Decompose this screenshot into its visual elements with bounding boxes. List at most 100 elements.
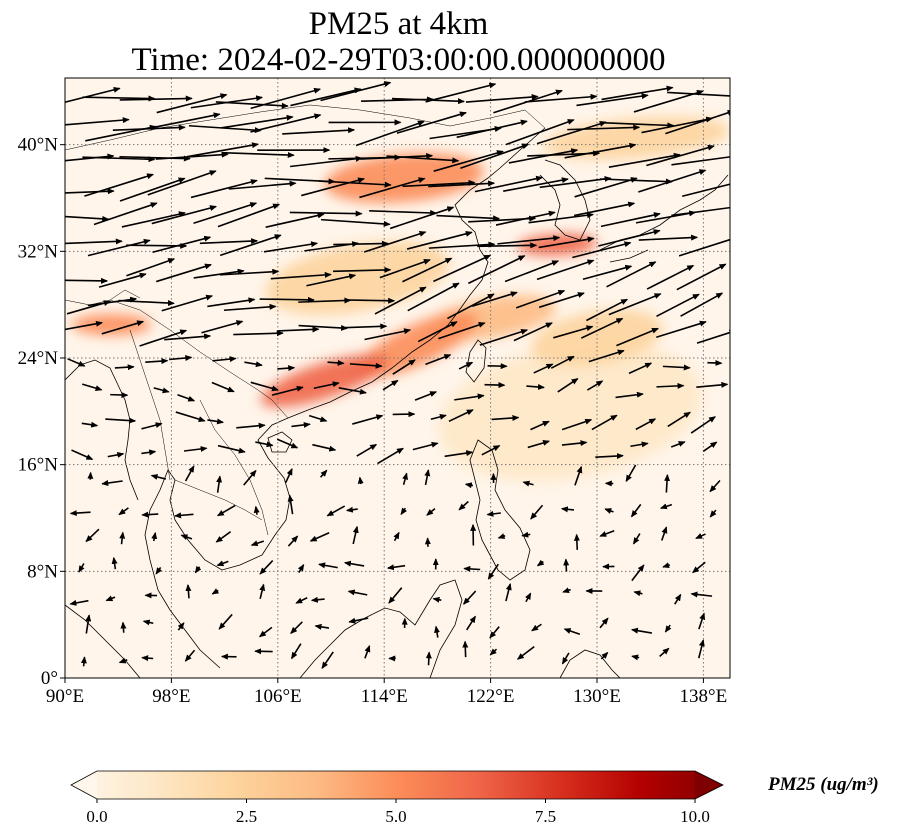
coastline-hainan [267,431,293,453]
wind-arrow [698,612,706,630]
wind-arrow [561,652,570,665]
wind-arrow [332,266,392,273]
wind-arrow [87,296,138,307]
wind-arrow [667,411,691,428]
wind-arrow [601,85,674,101]
wind-arrow [678,238,730,257]
wind-arrow [80,656,87,667]
wind-arrow [466,615,476,631]
wind-arrow [142,619,154,626]
wind-arrow [386,564,406,571]
wind-arrow [183,446,208,452]
wind-arrow [253,505,260,515]
wind-arrow [259,583,266,599]
wind-arrow [255,441,274,448]
wind-arrow [662,562,670,569]
wind-arrow [276,438,299,449]
wind-arrow [190,179,258,199]
wind-arrow [319,469,328,478]
wind-arrow [290,87,362,107]
wind-arrow [308,414,328,423]
wind-arrow [709,479,721,493]
wind-arrow [417,321,458,343]
wind-arrow [646,264,695,290]
wind-arrow [690,591,713,598]
wind-arrow [665,109,730,135]
wind-arrow [412,441,439,451]
wind-arrow [374,286,427,315]
wind-arrow [81,421,99,428]
wind-arrow [65,117,130,126]
wind-arrow [363,231,427,253]
wind-arrow [223,303,277,312]
wind-arrow [503,177,569,192]
wind-arrow [244,361,263,368]
wind-arrow [656,293,700,318]
wind-arrow [608,152,681,168]
wind-arrow [573,201,636,217]
wind-arrow [155,263,212,283]
colorbar-title: PM25 (ug/m³) [768,774,879,795]
y-tick-label: 32°N [18,241,59,262]
wind-arrow [633,590,643,597]
wind-arrow [536,121,607,145]
wind-arrow [576,93,649,107]
wind-arrow [396,111,467,134]
wind-arrow [215,101,289,109]
wind-arrow [321,218,391,227]
wind-arrow [402,179,476,188]
wind-arrow [265,212,325,228]
wind-vectors [65,81,730,669]
wind-arrow [676,263,727,291]
wind-arrow [271,385,304,396]
wind-arrow [141,449,157,456]
wind-arrow [526,383,545,390]
wind-arrow [516,645,535,660]
y-tick-label: 16°N [18,455,59,476]
wind-arrow [207,418,225,425]
wind-arrow [291,421,311,428]
wind-arrow [218,613,233,630]
wind-arrow [338,387,367,395]
wind-arrow [414,391,438,401]
wind-arrow [364,328,412,341]
wind-arrow [641,116,714,134]
wind-arrow [345,506,358,513]
wind-arrow [471,291,518,308]
wind-arrow [78,563,85,573]
wind-arrow [561,440,588,447]
wind-arrow [474,175,544,193]
wind-arrow [259,296,315,303]
wind-arrow [126,258,176,277]
pm25-hotspot [324,153,484,203]
wind-arrow [105,417,137,424]
wind-arrow [564,142,637,159]
wind-arrow [430,413,447,421]
wind-arrow [101,320,145,335]
wind-arrow [347,589,368,596]
wind-arrow [107,451,125,458]
wind-arrow [425,82,497,103]
wind-arrow [357,476,364,485]
wind-arrow [111,556,118,570]
wind-arrow [201,320,244,334]
wind-arrow [513,322,553,342]
wind-arrow [169,354,193,361]
wind-arrow [148,112,221,130]
wind-arrow [400,507,408,516]
wind-arrow [151,205,218,225]
coastline-new-guinea [559,649,621,678]
wind-arrow [426,507,436,516]
wind-arrow [118,507,129,516]
wind-arrow [343,323,388,330]
y-tick-label: 40°N [18,135,59,156]
wind-arrow [692,561,706,574]
wind-arrow [436,214,501,222]
wind-arrow [216,475,223,493]
wind-arrow [119,531,126,545]
wind-arrow [667,91,730,97]
wind-arrow [580,317,624,339]
wind-arrow [250,87,322,110]
wind-arrow [406,230,473,250]
wind-arrow [263,241,319,253]
